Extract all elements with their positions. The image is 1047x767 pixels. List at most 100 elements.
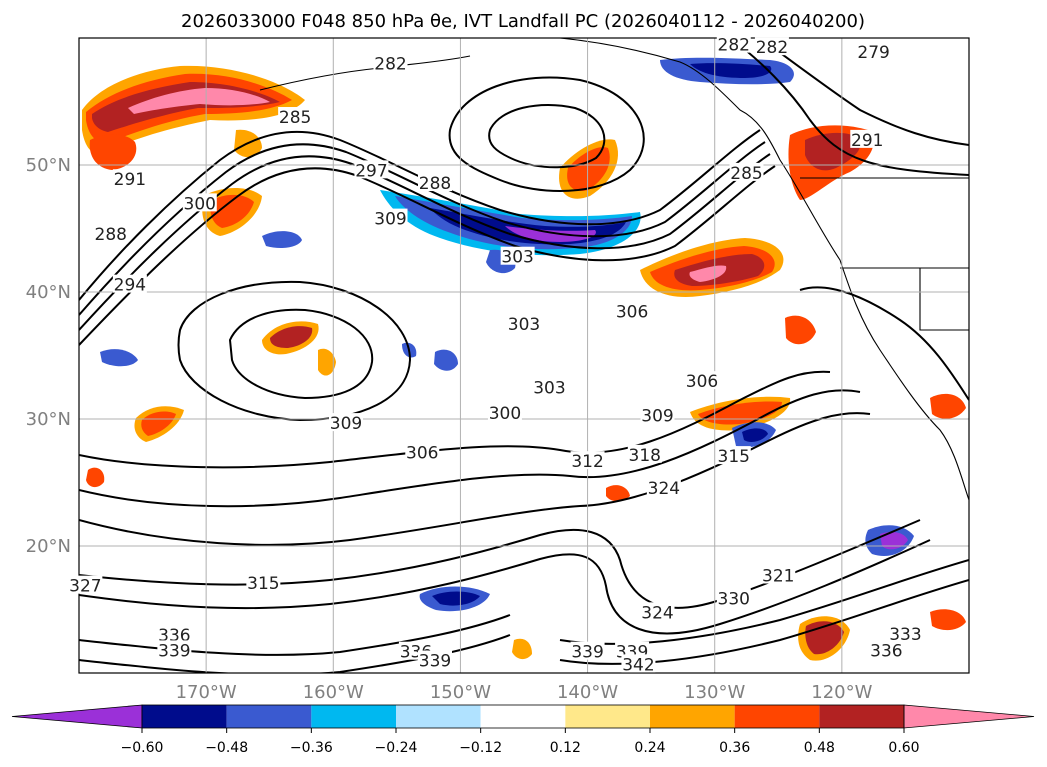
contour-label: 303 bbox=[501, 248, 533, 268]
negative-anomaly-region bbox=[100, 349, 138, 367]
contour-label: 285 bbox=[279, 108, 311, 128]
contour-label: 297 bbox=[355, 161, 387, 181]
contour-label: 330 bbox=[718, 589, 750, 609]
lon-tick-labels: 170°W 160°W 150°W 140°W 130°W 120°W bbox=[176, 682, 873, 703]
contour-label-bg bbox=[405, 442, 440, 461]
contour-label: 315 bbox=[247, 574, 279, 594]
contour-label: 324 bbox=[648, 479, 680, 499]
contour-line bbox=[729, 38, 969, 176]
colorbar-tick-label: −0.36 bbox=[290, 740, 333, 756]
contour-label: 300 bbox=[184, 194, 216, 214]
map-frame bbox=[78, 37, 970, 674]
colorbar-tick-label: −0.48 bbox=[205, 740, 248, 756]
contour-line bbox=[228, 308, 374, 400]
contour-label-bg bbox=[570, 641, 605, 660]
contour-label: 288 bbox=[95, 225, 127, 245]
colorbar-segment bbox=[226, 705, 312, 728]
contour-label-bg bbox=[532, 377, 567, 396]
contour-line bbox=[177, 280, 412, 422]
contour-label-bg bbox=[278, 107, 313, 126]
lat-tick-label: 20°N bbox=[26, 536, 71, 557]
contour-label-bg bbox=[487, 402, 522, 421]
negative-anomaly-region bbox=[434, 349, 458, 371]
negative-anomaly-region bbox=[432, 591, 480, 606]
colorbar-segment bbox=[142, 705, 227, 728]
lat-tick-labels: 20°N 30°N 40°N 50°N bbox=[26, 155, 71, 557]
contour-label: 315 bbox=[718, 447, 750, 467]
contour-label-bg bbox=[761, 565, 796, 584]
contour-label: 339 bbox=[419, 652, 451, 672]
contour-label-bg bbox=[621, 654, 656, 673]
contour-label: 282 bbox=[374, 55, 406, 75]
contour-label-bg bbox=[500, 246, 535, 265]
positive-anomaly-region bbox=[89, 134, 137, 170]
colorbar: −0.60 −0.48 −0.36 −0.24 −0.12 0.12 0.24 0.36 0.4… bbox=[11, 704, 1035, 756]
contour-label: 318 bbox=[629, 446, 661, 466]
colorbar-frame bbox=[141, 704, 905, 729]
contour-line bbox=[79, 539, 931, 635]
contour-line bbox=[79, 614, 511, 656]
gridlines bbox=[79, 38, 969, 673]
contour-line bbox=[448, 76, 645, 192]
contour-label: 306 bbox=[616, 302, 648, 322]
contour-label: 288 bbox=[419, 174, 451, 194]
contour-label: 336 bbox=[870, 641, 902, 661]
contour-label-bg bbox=[68, 575, 103, 594]
map-area: 282 282 282 279 285 291 291 297 288 285 300 288 309 3… bbox=[68, 34, 970, 675]
contour-line bbox=[799, 286, 969, 401]
contour-label: 282 bbox=[756, 38, 788, 58]
colorbar-segment bbox=[819, 705, 904, 728]
lon-tick-label: 150°W bbox=[430, 682, 491, 703]
contour-label-bg bbox=[157, 640, 192, 659]
contour-label: 294 bbox=[114, 276, 146, 296]
chart-title: 2026033000 F048 850 hPa θe, IVT Landfall… bbox=[181, 11, 865, 32]
negative-anomaly-region bbox=[505, 226, 596, 242]
colorbar-segment bbox=[650, 705, 735, 728]
contour-line bbox=[488, 103, 606, 169]
colorbar-tick-label: −0.24 bbox=[375, 740, 418, 756]
positive-anomaly-region bbox=[567, 147, 610, 192]
colorbar-tick-label: 0.60 bbox=[888, 740, 919, 756]
contour-label-bg bbox=[685, 371, 719, 390]
contour-label: 342 bbox=[622, 655, 654, 675]
border bbox=[800, 177, 969, 331]
contour-label: 321 bbox=[762, 566, 794, 586]
contour-line bbox=[79, 412, 871, 546]
contour-label: 339 bbox=[571, 643, 603, 663]
contour-label-bg bbox=[640, 602, 675, 621]
contour-label: 309 bbox=[374, 210, 406, 230]
contour-label-bg bbox=[373, 53, 408, 72]
contour-label-bg bbox=[93, 223, 128, 242]
positive-anomaly-region bbox=[210, 194, 254, 228]
contour-label: 309 bbox=[641, 406, 673, 426]
positive-anomaly-region bbox=[930, 393, 966, 419]
positive-anomaly-region bbox=[805, 132, 861, 171]
contour-label: 303 bbox=[533, 379, 565, 399]
positive-anomaly-region bbox=[86, 467, 105, 488]
contour-label-bg bbox=[570, 451, 605, 470]
contour-label: 282 bbox=[718, 36, 750, 56]
lon-tick-label: 120°W bbox=[811, 682, 872, 703]
contour-label-bg bbox=[729, 162, 764, 181]
positive-anomaly-region bbox=[930, 609, 966, 631]
positive-anomaly-region bbox=[128, 88, 270, 114]
contour-line bbox=[79, 389, 861, 508]
negative-anomaly-region bbox=[742, 428, 768, 442]
colorbar-segment bbox=[311, 705, 396, 728]
contour-label-bg bbox=[716, 588, 751, 607]
contour-label-bg bbox=[754, 37, 789, 56]
contour-label: 306 bbox=[406, 443, 438, 463]
positive-anomaly-region bbox=[689, 265, 727, 282]
colorbar-segment bbox=[565, 705, 650, 728]
colorbar-segment bbox=[734, 705, 820, 728]
contour-label: 279 bbox=[857, 43, 889, 63]
contour-labels: 282 282 282 279 285 291 291 297 288 285 300 288 309 3… bbox=[68, 34, 923, 675]
colorbar-segment bbox=[396, 705, 481, 728]
contour-line bbox=[79, 153, 771, 331]
contour-label: 291 bbox=[851, 131, 883, 151]
contour-label-bg bbox=[640, 405, 675, 424]
contour-label: 327 bbox=[69, 577, 101, 597]
contour-label-bg bbox=[716, 34, 751, 53]
contour-line bbox=[79, 370, 831, 469]
